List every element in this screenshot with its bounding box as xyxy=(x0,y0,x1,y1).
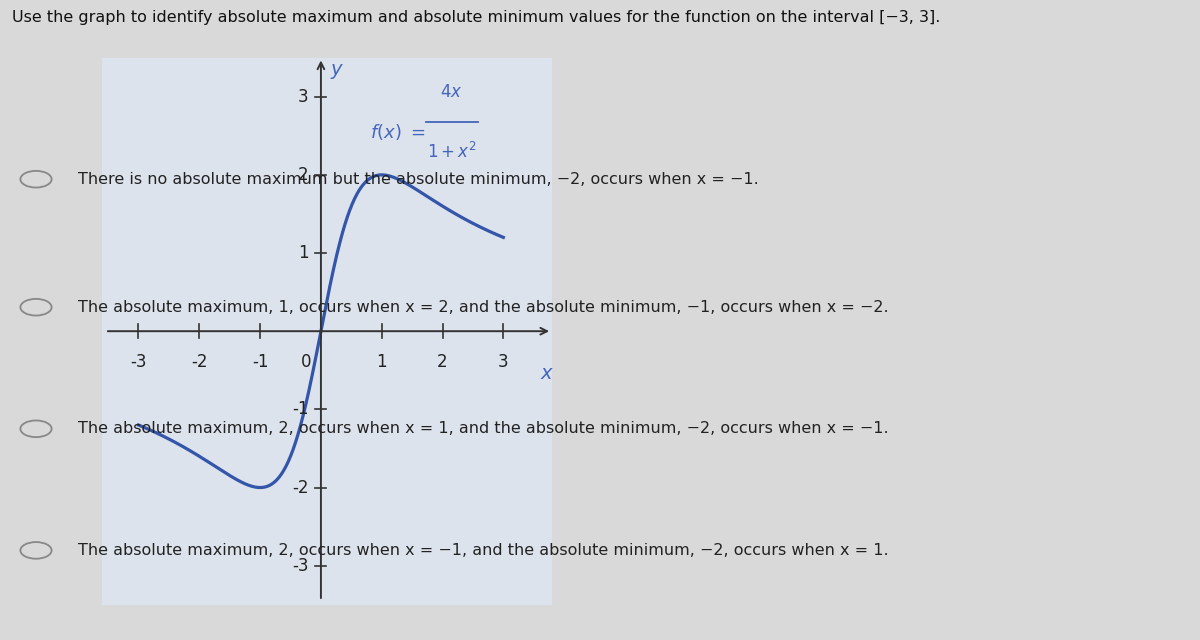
Text: $y$: $y$ xyxy=(330,61,344,81)
Text: The absolute maximum, 2, occurs when x = 1, and the absolute minimum, −2, occurs: The absolute maximum, 2, occurs when x =… xyxy=(78,421,889,436)
Text: 3: 3 xyxy=(498,353,509,371)
Text: 0: 0 xyxy=(301,353,312,371)
Text: $x$: $x$ xyxy=(540,364,554,383)
Text: -1: -1 xyxy=(293,401,308,419)
Text: The absolute maximum, 2, occurs when x = −1, and the absolute minimum, −2, occur: The absolute maximum, 2, occurs when x =… xyxy=(78,543,889,558)
Text: $4x$: $4x$ xyxy=(440,83,463,100)
Text: 3: 3 xyxy=(298,88,308,106)
Text: Use the graph to identify absolute maximum and absolute minimum values for the f: Use the graph to identify absolute maxim… xyxy=(12,10,941,24)
Text: $f(x)\ =$: $f(x)\ =$ xyxy=(370,122,425,142)
Text: The absolute maximum, 1, occurs when x = 2, and the absolute minimum, −1, occurs: The absolute maximum, 1, occurs when x =… xyxy=(78,300,889,315)
Text: -3: -3 xyxy=(293,557,308,575)
Text: 1: 1 xyxy=(377,353,388,371)
Text: 1: 1 xyxy=(298,244,308,262)
Text: $1 + x^2$: $1 + x^2$ xyxy=(427,142,476,162)
Text: -3: -3 xyxy=(131,353,146,371)
Text: There is no absolute maximum but the absolute minimum, −2, occurs when x = −1.: There is no absolute maximum but the abs… xyxy=(78,172,758,187)
Text: 2: 2 xyxy=(298,166,308,184)
Text: -2: -2 xyxy=(293,479,308,497)
Text: -1: -1 xyxy=(252,353,269,371)
Text: -2: -2 xyxy=(191,353,208,371)
Text: 2: 2 xyxy=(437,353,448,371)
